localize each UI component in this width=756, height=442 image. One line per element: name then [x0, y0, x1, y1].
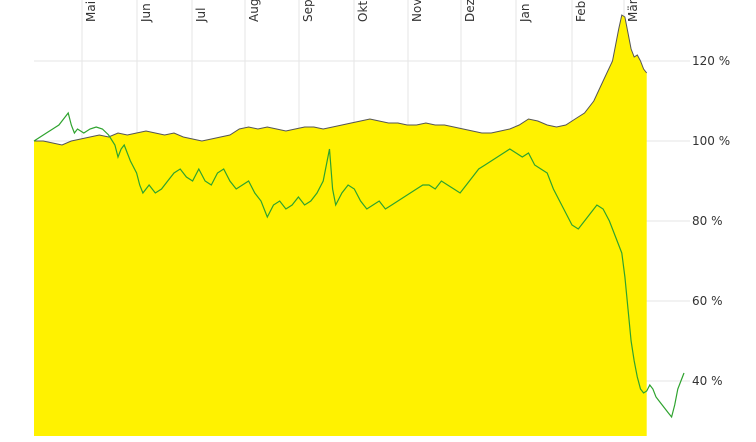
y-tick-label: 80 % — [692, 214, 723, 228]
x-axis-month-labels: Mai Jun Jul Aug Sep Okt Nov Dez Jan Feb Mär — [84, 0, 640, 23]
x-month-label: Aug — [247, 0, 261, 22]
x-month-label: Sep — [301, 0, 315, 22]
y-tick-label: 60 % — [692, 294, 723, 308]
green-line — [33, 111, 685, 419]
y-tick-label: 40 % — [692, 374, 723, 388]
area-series — [34, 14, 648, 436]
x-month-label: Nov — [410, 0, 424, 22]
area-fill — [34, 15, 647, 436]
x-month-label: Jan — [518, 4, 532, 24]
x-month-label: Jun — [139, 3, 153, 23]
y-axis-labels: 40 % 60 % 80 % 100 % 120 % — [692, 54, 730, 388]
line-series — [33, 111, 685, 419]
area-outline — [34, 14, 648, 146]
x-month-label: Feb — [574, 1, 588, 22]
x-month-label: Dez — [463, 0, 477, 22]
x-month-label: Mai — [84, 1, 98, 22]
x-month-label: Jul — [194, 8, 208, 23]
y-tick-label: 120 % — [692, 54, 730, 68]
x-month-label: Okt — [356, 1, 370, 22]
y-tick-label: 100 % — [692, 134, 730, 148]
x-month-label: Mär — [626, 0, 640, 22]
